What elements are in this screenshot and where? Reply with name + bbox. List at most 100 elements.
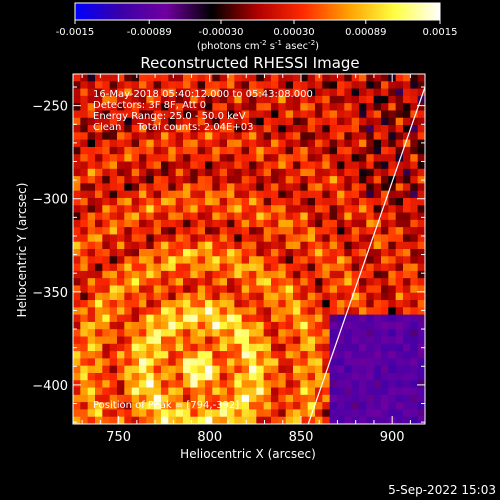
heatmap-cell	[417, 139, 425, 148]
heatmap-cell	[227, 212, 235, 221]
heatmap-cell	[241, 139, 250, 148]
heatmap-cell	[73, 81, 81, 89]
heatmap-cell	[307, 365, 316, 374]
heatmap-cell	[285, 212, 294, 221]
heatmap-cell	[190, 241, 198, 250]
heatmap-cell	[124, 205, 132, 213]
heatmap-cell	[388, 117, 396, 126]
heatmap-cell	[278, 146, 286, 155]
heatmap-cell	[102, 409, 110, 418]
heatmap-cell	[278, 176, 286, 184]
heatmap-cell	[109, 205, 118, 213]
heatmap-cell	[351, 263, 360, 272]
heatmap-cell	[124, 74, 132, 82]
heatmap-cell	[322, 132, 330, 140]
heatmap-cell	[175, 292, 184, 301]
heatmap-cell	[315, 234, 323, 243]
heatmap-cell	[183, 81, 191, 89]
heatmap-cell	[117, 314, 125, 323]
heatmap-cell	[322, 234, 330, 243]
heatmap-cell	[227, 372, 235, 381]
heatmap-cell	[417, 278, 425, 286]
heatmap-cell	[256, 241, 264, 250]
heatmap-cell	[300, 190, 308, 199]
heatmap-cell	[183, 190, 191, 199]
heatmap-cell	[219, 117, 228, 126]
heatmap-cell	[241, 74, 250, 82]
heatmap-cell	[403, 256, 411, 264]
heatmap-cell	[146, 205, 154, 213]
heatmap-cell	[234, 292, 242, 301]
heatmap-cell	[351, 292, 360, 301]
heatmap-cell	[197, 329, 206, 337]
heatmap-cell	[293, 234, 301, 243]
heatmap-cell	[388, 227, 396, 235]
heatmap-cell	[278, 358, 286, 366]
heatmap-cell	[153, 88, 162, 97]
heatmap-cell	[117, 343, 125, 352]
heatmap-cell	[285, 336, 294, 345]
heatmap-cell	[205, 212, 213, 221]
heatmap-cell	[234, 416, 242, 424]
heatmap-cell	[278, 292, 286, 301]
heatmap-cell	[95, 343, 103, 352]
heatmap-cell	[271, 95, 279, 104]
heatmap-cell	[124, 263, 132, 272]
heatmap-cell	[249, 416, 257, 424]
heatmap-cell	[87, 161, 96, 170]
heatmap-cell	[117, 372, 125, 381]
heatmap-cell	[344, 285, 352, 294]
heatmap-cell	[322, 212, 330, 221]
heatmap-cell	[388, 168, 396, 177]
heatmap-cell	[102, 241, 110, 250]
heatmap-cell	[131, 132, 140, 140]
heatmap-cell	[87, 176, 96, 184]
heatmap-cell	[175, 409, 184, 418]
heatmap-cell	[344, 256, 352, 264]
heatmap-cell	[285, 132, 294, 140]
heatmap-cell	[117, 197, 125, 206]
heatmap-cell	[124, 95, 132, 104]
heatmap-cell	[102, 343, 110, 352]
heatmap-cell	[285, 278, 294, 286]
heatmap-cell	[175, 132, 184, 140]
heatmap-cell	[329, 161, 338, 170]
heatmap-cell	[278, 402, 286, 410]
heatmap-cell	[146, 168, 154, 177]
heatmap-cell	[249, 168, 257, 177]
heatmap-cell	[161, 314, 169, 323]
heatmap-cell	[87, 380, 96, 388]
heatmap-cell	[73, 351, 81, 359]
heatmap-cell	[80, 88, 88, 97]
heatmap-cell	[161, 197, 169, 206]
heatmap-cell	[139, 146, 147, 155]
heatmap-cell	[73, 95, 81, 104]
heatmap-cell	[175, 402, 184, 410]
heatmap-cell	[337, 190, 345, 199]
heatmap-cell	[256, 307, 264, 315]
heatmap-cell	[285, 314, 294, 323]
heatmap-cell	[153, 292, 162, 301]
heatmap-cell	[381, 336, 389, 345]
heatmap-cell	[131, 365, 140, 374]
heatmap-cell	[388, 234, 396, 243]
heatmap-cell	[227, 88, 235, 97]
heatmap-cell	[95, 74, 103, 82]
heatmap-cell	[183, 285, 191, 294]
heatmap-cell	[366, 219, 374, 228]
heatmap-cell	[124, 190, 132, 199]
heatmap-cell	[73, 103, 81, 111]
heatmap-cell	[161, 380, 169, 388]
heatmap-cell	[249, 263, 257, 272]
heatmap-cell	[322, 110, 330, 119]
heatmap-cell	[359, 205, 367, 213]
heatmap-cell	[381, 394, 389, 403]
heatmap-cell	[190, 263, 198, 272]
heatmap-cell	[300, 139, 308, 148]
heatmap-cell	[190, 183, 198, 191]
heatmap-cell	[102, 183, 110, 191]
heatmap-cell	[102, 372, 110, 381]
heatmap-cell	[219, 227, 228, 235]
heatmap-cell	[395, 249, 404, 257]
heatmap-cell	[168, 278, 176, 286]
